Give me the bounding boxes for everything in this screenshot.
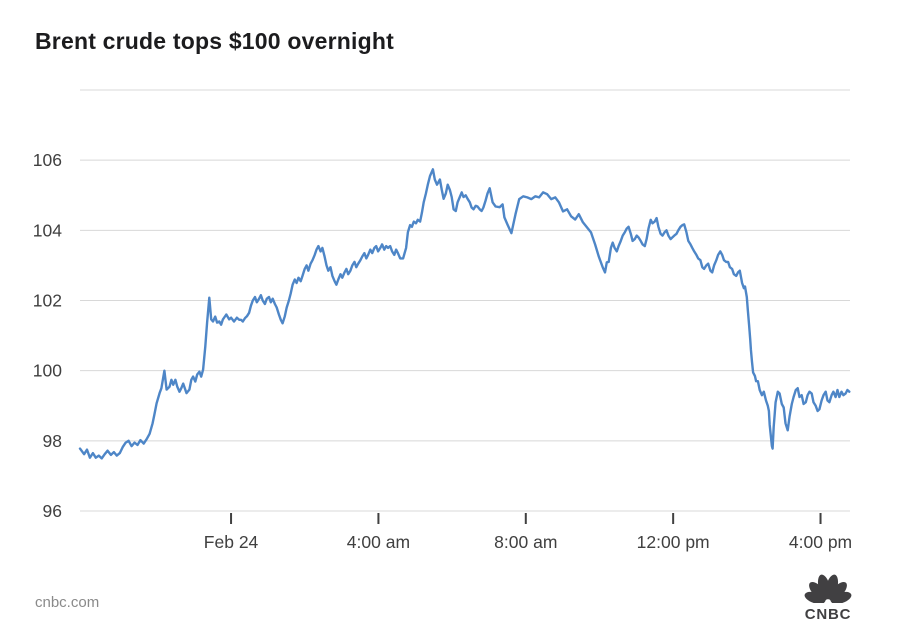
axis-labels: 96 98 100 102 104 106 Feb 24 4:00 am 8:00 am 12:0… bbox=[33, 150, 852, 552]
price-line bbox=[78, 168, 851, 460]
cnbc-logo: CNBC bbox=[794, 571, 862, 623]
gridlines bbox=[80, 89, 850, 512]
x-axis-label: Feb 24 bbox=[204, 532, 259, 552]
x-axis-label: 4:00 pm bbox=[789, 532, 852, 552]
y-axis-label: 106 bbox=[33, 150, 62, 170]
x-axis-label: 8:00 am bbox=[494, 532, 557, 552]
y-axis-label: 98 bbox=[43, 431, 62, 451]
y-axis-label: 96 bbox=[43, 501, 62, 521]
y-axis-label: 104 bbox=[33, 220, 62, 240]
x-axis-label: 4:00 am bbox=[347, 532, 410, 552]
y-axis-label: 102 bbox=[33, 291, 62, 311]
x-axis-label: 12:00 pm bbox=[637, 532, 710, 552]
peacock-icon bbox=[804, 574, 852, 604]
price-line-series bbox=[78, 168, 851, 460]
source-attribution: cnbc.com bbox=[35, 594, 100, 611]
cnbc-wordmark: CNBC bbox=[804, 606, 852, 623]
chart-title: Brent crude tops $100 overnight bbox=[35, 28, 394, 54]
y-axis-label: 100 bbox=[33, 361, 62, 381]
